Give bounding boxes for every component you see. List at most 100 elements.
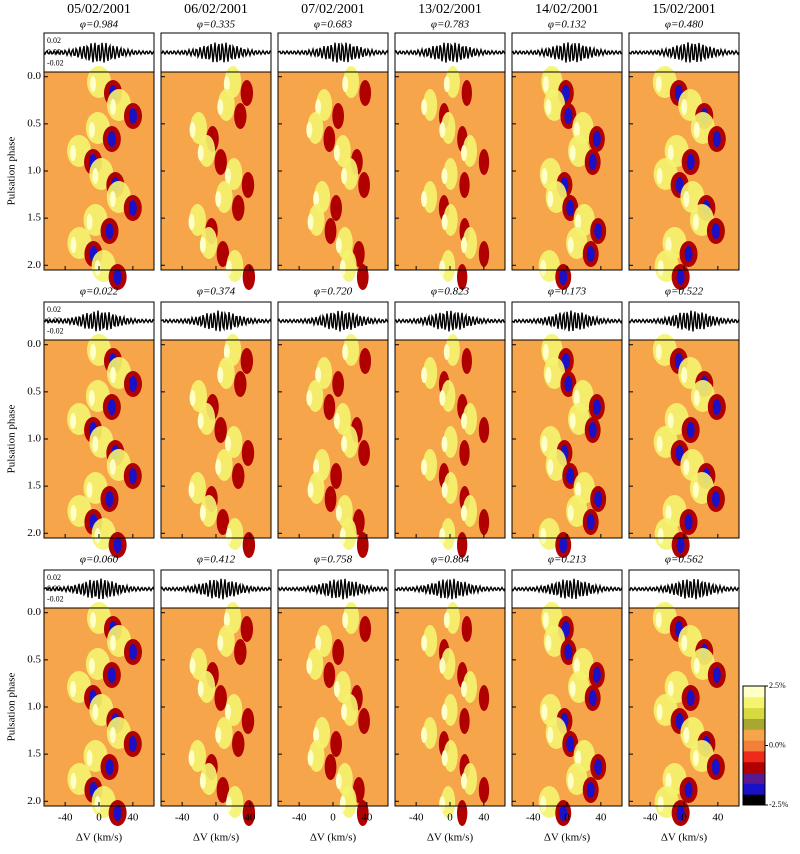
map-feature — [665, 237, 672, 253]
map-feature — [542, 344, 549, 360]
colorbar-tick-label: 0.0% — [769, 740, 786, 749]
map-feature — [306, 658, 313, 674]
map-feature — [592, 667, 601, 683]
map-feature — [324, 218, 337, 244]
map-feature — [657, 260, 664, 276]
x-axis-label: ΔV (km/s) — [544, 832, 591, 844]
map-feature — [588, 690, 597, 706]
map-feature — [334, 671, 351, 703]
phase-tick-label: 0.0 — [27, 338, 41, 350]
map-feature — [656, 704, 663, 720]
date-label: 15/02/2001 — [652, 2, 716, 17]
map-feature — [657, 528, 664, 544]
map-feature — [234, 371, 247, 397]
map-feature — [542, 612, 549, 628]
map-feature — [335, 505, 342, 521]
map-feature — [421, 459, 428, 475]
map-feature — [340, 786, 357, 818]
map-features — [538, 66, 607, 290]
map-feature — [441, 704, 448, 720]
map-feature — [128, 644, 137, 660]
colorbar-swatch — [743, 750, 765, 763]
velocity-tick-label: 0 — [96, 812, 102, 824]
map-feature — [113, 269, 122, 285]
residual-trace — [628, 42, 740, 63]
map-feature — [128, 200, 137, 216]
map-feature — [86, 750, 93, 766]
map-feature — [564, 108, 573, 124]
phase-tick-label: 1.5 — [27, 748, 41, 760]
map-feature — [575, 482, 582, 498]
map-feature — [199, 773, 206, 789]
map-feature — [308, 740, 325, 772]
map-feature — [240, 80, 254, 106]
map-feature — [443, 694, 458, 726]
map-feature — [559, 805, 568, 821]
map-feature — [70, 413, 77, 429]
map-feature — [443, 472, 458, 504]
phase-label: φ=0.720 — [314, 286, 353, 298]
velocity-tick-label: -40 — [409, 812, 424, 824]
map-feature — [478, 777, 490, 803]
map-feature — [421, 367, 428, 383]
map-feature — [460, 505, 467, 521]
map-feature — [460, 413, 467, 429]
map-feature — [559, 537, 568, 553]
phase-tick-label: 2.0 — [27, 527, 41, 539]
map-feature — [443, 344, 450, 360]
map-feature — [94, 796, 101, 812]
map-feature — [459, 172, 470, 198]
residual-tick-label: -0.02 — [47, 595, 64, 604]
map-feature — [545, 635, 552, 651]
map-feature — [561, 85, 570, 101]
residual-trace — [43, 310, 155, 332]
phase-label: φ=0.060 — [80, 554, 119, 566]
phase-tick-label: 0.0 — [27, 70, 41, 82]
map-feature — [341, 168, 348, 184]
map-feature — [358, 172, 370, 198]
map-feature — [188, 750, 195, 766]
residual-trace — [43, 42, 155, 63]
map-feature — [667, 413, 674, 429]
map-feature — [441, 112, 456, 144]
map-feature — [445, 66, 460, 98]
y-axis-label: Pulsation phase — [6, 405, 18, 474]
map-features — [652, 66, 726, 290]
map-feature — [460, 773, 467, 789]
phase-tick-label: 1.0 — [27, 701, 41, 713]
residual-trace — [43, 578, 155, 600]
map-feature — [358, 440, 370, 466]
map-feature — [308, 204, 325, 236]
residual-tick-label: -0.02 — [47, 327, 64, 336]
map-feature — [675, 177, 684, 193]
map-feature — [90, 76, 96, 92]
map-feature — [441, 250, 456, 282]
map-feature — [342, 694, 359, 726]
map-feature — [573, 390, 580, 406]
map-feature — [107, 131, 116, 147]
map-feature — [683, 191, 690, 207]
map-feature — [232, 731, 245, 757]
phase-label: φ=0.823 — [431, 286, 470, 298]
map-feature — [569, 413, 576, 429]
map-feature — [712, 667, 721, 683]
x-axis-label: ΔV (km/s) — [76, 832, 123, 844]
map-feature — [113, 537, 122, 553]
map-feature — [197, 681, 204, 697]
map-feature — [443, 612, 450, 628]
map-feature — [422, 449, 438, 481]
velocity-tick-label: 40 — [478, 812, 490, 824]
map-feature — [457, 800, 468, 826]
map-feature — [594, 491, 603, 507]
map-feature — [330, 195, 342, 221]
map-feature — [241, 172, 255, 198]
map-feature — [340, 250, 357, 282]
map-feature — [339, 260, 346, 276]
map-feature — [333, 413, 340, 429]
map-feature — [681, 99, 688, 115]
map-feature — [189, 390, 196, 406]
residual-trace — [511, 42, 623, 63]
map-feature — [586, 514, 595, 530]
map-feature — [547, 727, 554, 743]
map-feature — [573, 122, 580, 138]
